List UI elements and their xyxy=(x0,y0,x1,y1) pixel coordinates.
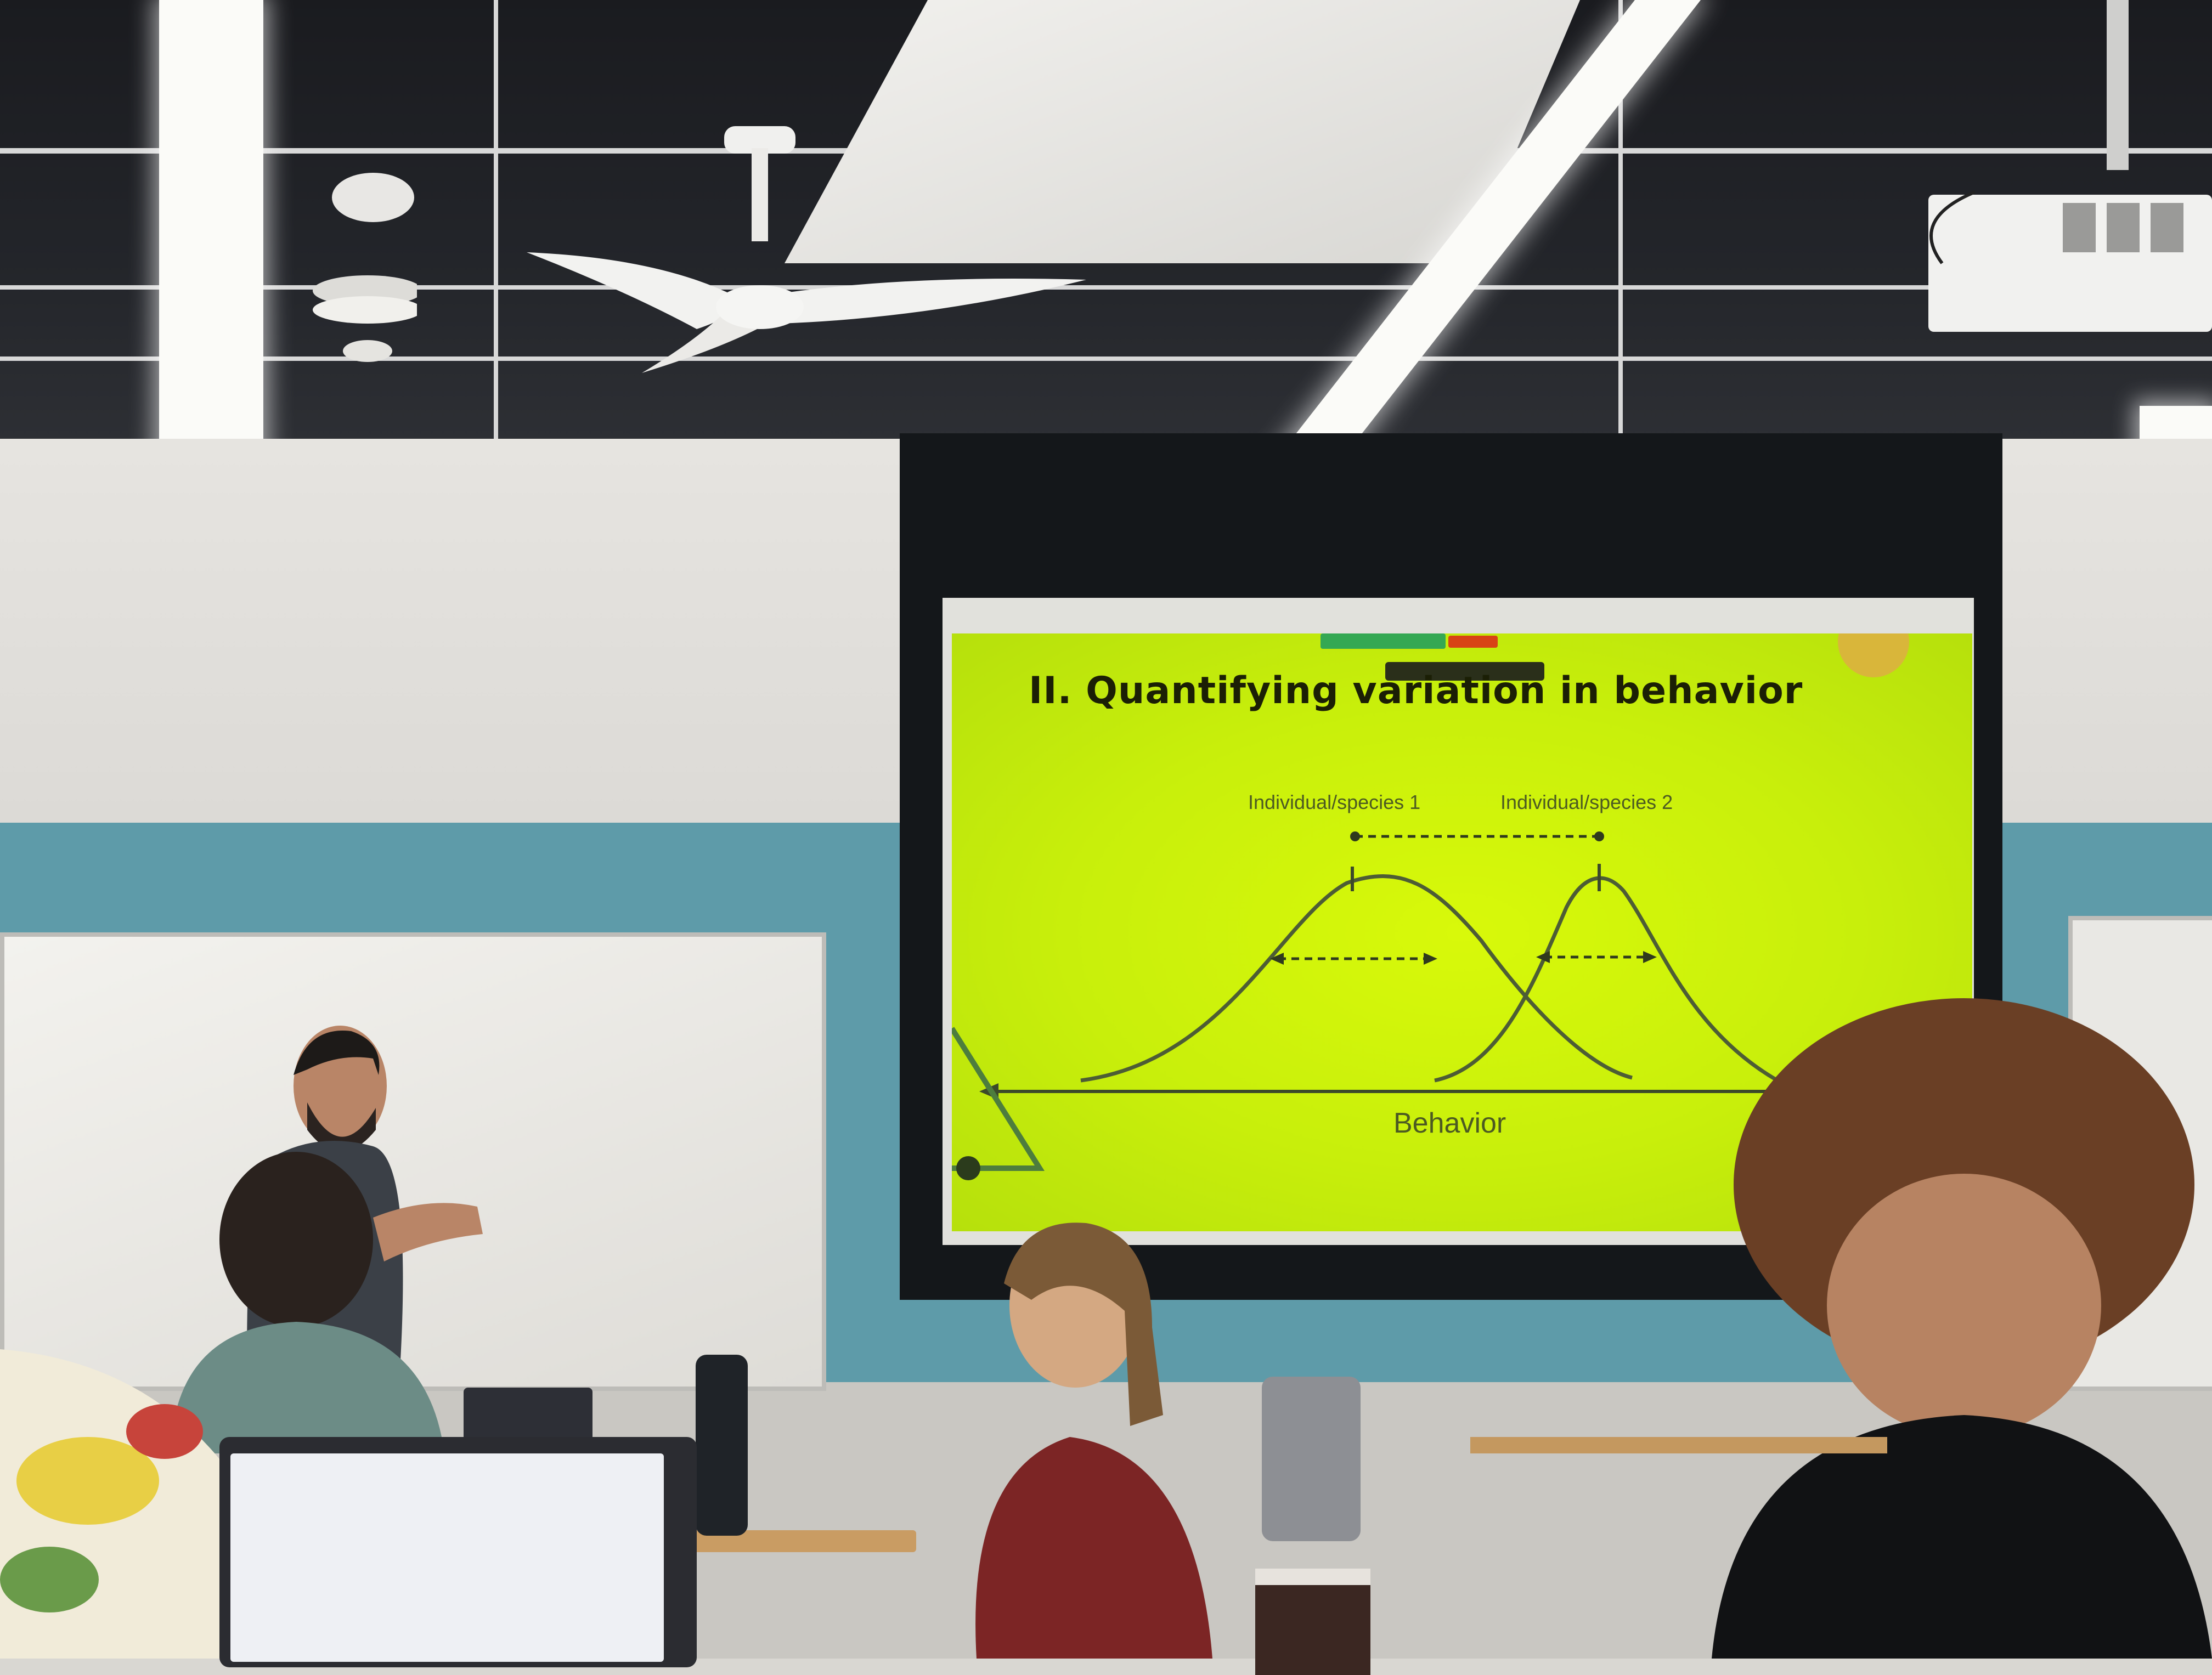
laptop-back xyxy=(464,1388,592,1442)
audience-member-right xyxy=(1712,998,2212,1659)
projector xyxy=(1928,0,2212,332)
audience-member-foreground xyxy=(0,1349,285,1659)
screen-share-bar xyxy=(1321,633,1446,649)
coffee-cup xyxy=(1255,1569,1370,1675)
audience-member-left xyxy=(170,1152,444,1453)
stop-share-button xyxy=(1448,636,1498,648)
audience-member-center xyxy=(975,1223,1212,1659)
mean-dot-1 xyxy=(1350,831,1360,841)
distribution-curve-2 xyxy=(1434,876,1779,1083)
slide-decoration-triangle xyxy=(952,1027,1045,1171)
screen-share-toolbar xyxy=(1385,662,1544,681)
ceiling-tile xyxy=(785,0,1580,263)
arrow-left-icon xyxy=(1536,951,1550,963)
curve-2-label: Individual/species 2 xyxy=(1500,791,1673,813)
arrow-left-icon xyxy=(1270,953,1284,965)
axis-label: Behavior xyxy=(1393,1107,1506,1139)
distribution-curve-1 xyxy=(1080,874,1633,1083)
arrow-right-icon xyxy=(1643,951,1657,963)
water-bottle xyxy=(696,1355,748,1536)
mean-dot-2 xyxy=(1594,831,1604,841)
curve-1-label: Individual/species 1 xyxy=(1248,791,1420,813)
arrow-right-icon xyxy=(1424,953,1437,965)
ceiling-grid-bar xyxy=(494,0,498,439)
chair xyxy=(1262,1377,1361,1541)
slide-title: II. Quantifying variation in behavior xyxy=(1029,669,1803,712)
laptop-display xyxy=(230,1453,664,1662)
distribution-diagram: Individual/species 1 Individual/species … xyxy=(952,791,1779,1180)
ceiling-grid-bar xyxy=(0,285,2212,290)
ceiling-grid-bar xyxy=(0,356,2212,361)
ceiling-fixtures xyxy=(313,173,417,362)
slide-logo-icon xyxy=(956,1156,980,1180)
ceiling-grid-bar xyxy=(1618,0,1623,439)
desk-right xyxy=(1470,1437,1887,1453)
ceiling-fan xyxy=(527,126,1086,373)
ceiling-light-left xyxy=(159,0,263,477)
